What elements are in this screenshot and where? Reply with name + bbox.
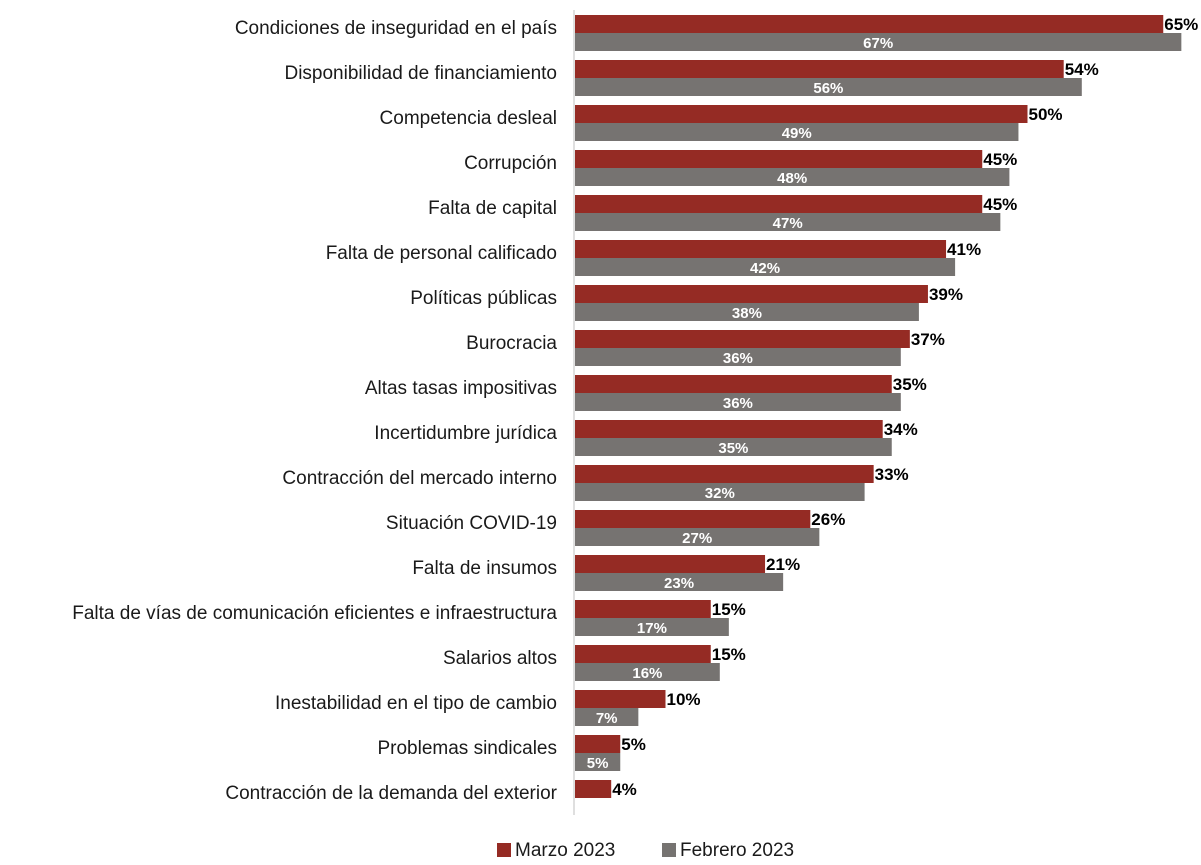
category-label: Contracción del mercado interno [282,468,557,489]
bar-marzo-2023 [575,690,666,708]
value-label-febrero-2023: 16% [632,665,662,682]
bar-febrero-2023 [575,78,1082,96]
category-label: Competencia desleal [380,108,557,129]
value-labels: 65% 67% 54% 56% 50% 49% 45% 48% 45% 47% 41% 42% 39% 3… [587,15,1199,799]
bar-marzo-2023 [575,465,874,483]
bar-marzo-2023 [575,60,1064,78]
value-label-marzo-2023: 35% [893,375,927,394]
bar-marzo-2023 [575,645,711,663]
value-label-febrero-2023: 48% [777,170,807,187]
bar-marzo-2023 [575,195,983,213]
category-label: Falta de capital [428,198,557,219]
category-label: Condiciones de inseguridad en el país [235,18,557,39]
value-label-febrero-2023: 17% [637,620,667,637]
bar-febrero-2023 [575,213,1001,231]
bar-febrero-2023 [575,618,729,636]
value-label-febrero-2023: 49% [782,125,812,142]
value-label-febrero-2023: 42% [750,260,780,277]
bar-marzo-2023 [575,330,910,348]
bar-marzo-2023 [575,735,621,753]
bar-marks [575,15,1182,798]
value-label-marzo-2023: 15% [712,645,746,664]
category-label: Disponibilidad de financiamiento [284,63,557,84]
category-label: Incertidumbre jurídica [374,423,557,444]
legend-label-febrero-2023: Febrero 2023 [680,840,794,861]
bar-marzo-2023 [575,240,947,258]
value-label-febrero-2023: 56% [813,80,843,97]
bar-marzo-2023 [575,375,892,393]
category-label: Inestabilidad en el tipo de cambio [275,693,557,714]
value-label-marzo-2023: 21% [766,555,800,574]
category-label: Falta de insumos [412,558,557,579]
value-label-febrero-2023: 27% [682,530,712,547]
value-label-marzo-2023: 45% [983,150,1017,169]
value-label-marzo-2023: 4% [612,780,637,799]
value-label-febrero-2023: 5% [587,755,609,772]
category-label: Altas tasas impositivas [365,378,557,399]
bar-febrero-2023 [575,663,720,681]
bar-febrero-2023 [575,393,901,411]
bar-febrero-2023 [575,258,956,276]
value-label-marzo-2023: 45% [983,195,1017,214]
bar-febrero-2023 [575,348,901,366]
category-label: Salarios altos [443,648,557,669]
value-label-marzo-2023: 37% [911,330,945,349]
bar-marzo-2023 [575,15,1164,33]
bar-febrero-2023 [575,708,639,726]
bar-marzo-2023 [575,150,983,168]
value-label-febrero-2023: 38% [732,305,762,322]
category-labels: Condiciones de inseguridad en el país Dis… [72,18,557,804]
bar-febrero-2023 [575,753,621,771]
category-label: Falta de vías de comunicación eficientes… [72,603,557,624]
legend: Marzo 2023 Febrero 2023 [497,840,794,861]
bar-marzo-2023 [575,420,883,438]
value-label-marzo-2023: 54% [1065,60,1099,79]
bar-marzo-2023 [575,285,928,303]
category-label: Políticas públicas [410,288,557,309]
bar-febrero-2023 [575,303,919,321]
value-label-marzo-2023: 39% [929,285,963,304]
bar-marzo-2023 [575,555,766,573]
category-label: Situación COVID-19 [386,513,557,534]
category-label: Corrupción [464,153,557,174]
category-label: Burocracia [466,333,557,354]
bar-febrero-2023 [575,168,1010,186]
value-label-marzo-2023: 26% [811,510,845,529]
legend-label-marzo-2023: Marzo 2023 [515,840,615,861]
legend-swatch-febrero-2023 [662,843,676,857]
value-label-febrero-2023: 36% [723,395,753,412]
bar-febrero-2023 [575,33,1182,51]
bar-marzo-2023 [575,105,1028,123]
bar-marzo-2023 [575,600,711,618]
bar-febrero-2023 [575,438,892,456]
value-label-febrero-2023: 35% [718,440,748,457]
value-label-marzo-2023: 15% [712,600,746,619]
value-label-febrero-2023: 7% [596,710,618,727]
value-label-febrero-2023: 32% [705,485,735,502]
value-label-febrero-2023: 23% [664,575,694,592]
bar-febrero-2023 [575,528,820,546]
value-label-marzo-2023: 50% [1029,105,1063,124]
category-label: Falta de personal calificado [326,243,557,264]
category-label: Contracción de la demanda del exterior [225,783,557,804]
bar-febrero-2023 [575,573,784,591]
value-label-febrero-2023: 36% [723,350,753,367]
value-label-marzo-2023: 33% [875,465,909,484]
bar-marzo-2023 [575,780,612,798]
value-label-febrero-2023: 47% [773,215,803,232]
bar-marzo-2023 [575,510,811,528]
value-label-marzo-2023: 34% [884,420,918,439]
value-label-febrero-2023: 67% [863,35,893,52]
value-label-marzo-2023: 41% [947,240,981,259]
value-label-marzo-2023: 10% [667,690,701,709]
bar-febrero-2023 [575,483,865,501]
legend-swatch-marzo-2023 [497,843,511,857]
value-label-marzo-2023: 65% [1164,15,1198,34]
category-label: Problemas sindicales [377,738,557,759]
bar-febrero-2023 [575,123,1019,141]
value-label-marzo-2023: 5% [621,735,646,754]
